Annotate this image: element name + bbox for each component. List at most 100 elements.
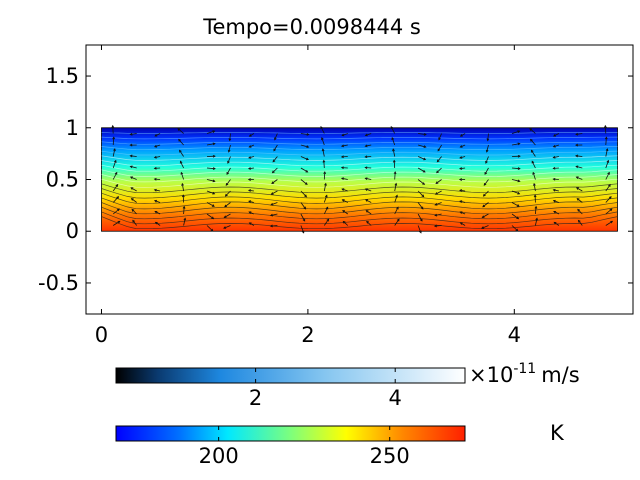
velocity-arrow (112, 125, 114, 134)
velocity-arrow (394, 195, 398, 203)
velocity-arrowhead (179, 149, 182, 153)
velocity-arrow (341, 188, 348, 192)
velocity-arrowhead (365, 210, 369, 213)
velocity-arrow (577, 209, 583, 215)
velocity-arrow (576, 176, 583, 180)
velocity-arrowhead (326, 218, 330, 222)
velocity-arrow (417, 179, 425, 185)
contour-line-5 (101, 197, 618, 210)
velocity-arrowhead (552, 199, 556, 203)
velocity-arrowhead (341, 188, 345, 191)
velocity-arrowhead (552, 177, 556, 181)
velocity-arrowhead (154, 144, 158, 148)
velocity-arrowhead (364, 144, 368, 148)
velocity-arrow (341, 144, 348, 147)
velocity-arrow (225, 179, 231, 186)
velocity-arrowhead (438, 137, 441, 141)
velocity-arrow (530, 139, 536, 146)
velocity-arrow (365, 144, 372, 147)
velocity-arrow (206, 179, 215, 182)
velocity-arrow (112, 172, 118, 180)
velocity-arrowhead (154, 221, 158, 225)
velocity-arrowhead (112, 136, 116, 140)
velocity-arrowhead (227, 160, 230, 164)
velocity-arrowhead (419, 218, 423, 222)
velocity-arrow (511, 225, 519, 232)
velocity-arrow (394, 207, 399, 215)
y-tick-label: 1.5 (46, 64, 79, 88)
contour-line-10 (101, 174, 618, 183)
velocity-arrow (323, 160, 325, 169)
velocity-arrowhead (212, 142, 216, 146)
velocity-arrow (206, 130, 215, 134)
velocity-arrowhead (271, 181, 275, 184)
velocity-arrowhead (117, 220, 121, 224)
velocity-arrow (511, 213, 519, 220)
velocity-arrowhead (113, 159, 117, 163)
velocity-arrowhead (248, 222, 252, 225)
velocity-arrowhead (533, 194, 537, 198)
velocity-arrowhead (459, 145, 463, 148)
velocity-arrowhead (459, 156, 463, 159)
velocity-arrowhead (575, 154, 579, 158)
velocity-arrowhead (177, 128, 181, 131)
velocity-arrow (131, 209, 137, 215)
velocity-arrow (154, 133, 161, 137)
velocity-arrow (434, 213, 442, 216)
velocity-arrowhead (269, 213, 274, 217)
velocity-arrowhead (575, 165, 579, 169)
velocity-arrow (155, 221, 161, 226)
velocity-arrowhead (552, 166, 556, 170)
velocity-arrowhead (517, 191, 521, 195)
velocity-arrowhead (223, 215, 227, 218)
velocity-arrow (487, 133, 489, 141)
velocity-arrowhead (116, 196, 120, 199)
colorbar-tick-label: 250 (370, 444, 410, 468)
velocity-arrowhead (342, 210, 346, 213)
velocity-arrowhead (553, 221, 557, 225)
velocity-arrowhead (365, 199, 369, 202)
velocity-arrow (323, 195, 328, 203)
velocity-arrow (206, 225, 214, 232)
velocity-arrowhead (132, 219, 135, 223)
temperature-colorbar: 200 250 K (115, 421, 565, 468)
velocity-arrow (417, 144, 426, 148)
velocity-arrow (392, 148, 396, 157)
velocity-arrow (323, 218, 329, 226)
velocity-arrow (418, 133, 427, 135)
velocity-arrowhead (483, 182, 487, 186)
velocity-arrow (228, 144, 231, 153)
velocity-arrow (272, 156, 278, 163)
velocity-arrow (576, 198, 583, 203)
velocity-arrowhead (422, 182, 426, 185)
velocity-arrowhead (392, 148, 395, 152)
velocity-arrowhead (532, 171, 535, 175)
velocity-arrowhead (306, 132, 310, 136)
velocity-arrow (482, 213, 489, 218)
velocity-arrow (485, 156, 489, 164)
velocity-arrowhead (423, 145, 427, 148)
velocity-arrowhead (608, 183, 611, 187)
velocity-arrow (300, 190, 307, 197)
velocity-arrow (321, 137, 325, 146)
velocity-arrowhead (153, 166, 157, 170)
x-axis-ticks: 0 2 4 (95, 45, 521, 347)
velocity-arrow (249, 133, 255, 137)
velocity-arrow (576, 166, 583, 169)
velocity-arrowhead (436, 170, 439, 174)
velocity-arrow (342, 199, 348, 203)
velocity-arrowhead (341, 199, 345, 202)
contour-line-18 (101, 136, 618, 140)
velocity-arrow (529, 128, 536, 134)
velocity-arrow (435, 202, 442, 206)
velocity-arrowhead (364, 188, 368, 191)
velocity-arrow (460, 144, 466, 148)
velocity-arrowhead (113, 148, 116, 152)
velocity-arrowhead (530, 149, 534, 153)
velocity-arrow (227, 156, 231, 164)
velocity-arrowhead (130, 187, 134, 190)
velocity-arrowhead (304, 194, 307, 198)
velocity-arrow (112, 160, 117, 169)
velocity-arrowhead (212, 154, 216, 158)
velocity-arrowhead (226, 172, 230, 175)
